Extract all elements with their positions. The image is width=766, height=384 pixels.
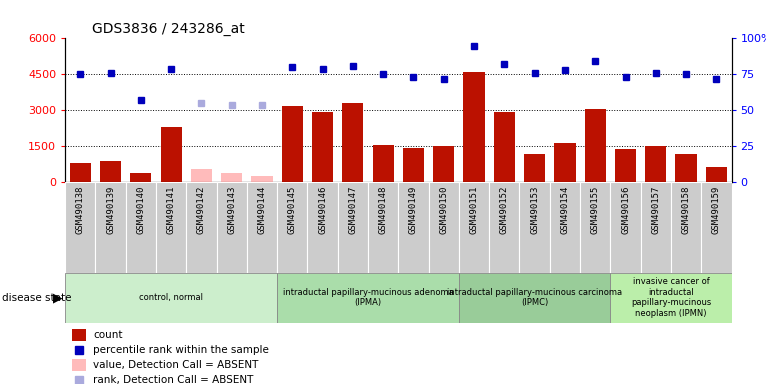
Bar	[126, 182, 156, 273]
Bar	[580, 182, 611, 273]
Text: count: count	[93, 330, 123, 340]
Text: rank, Detection Call = ABSENT: rank, Detection Call = ABSENT	[93, 375, 254, 384]
Bar	[429, 182, 459, 273]
Text: GSM490147: GSM490147	[349, 186, 358, 234]
Bar	[186, 182, 217, 273]
Bar	[463, 72, 485, 182]
Text: GSM490143: GSM490143	[228, 186, 236, 234]
Bar	[368, 182, 398, 273]
Text: intraductal papillary-mucinous carcinoma
(IPMC): intraductal papillary-mucinous carcinoma…	[447, 288, 622, 307]
Text: GSM490151: GSM490151	[470, 186, 479, 234]
Text: GSM490153: GSM490153	[530, 186, 539, 234]
Text: GSM490154: GSM490154	[561, 186, 569, 234]
Bar	[156, 182, 186, 273]
Bar	[65, 182, 96, 273]
Text: GSM490145: GSM490145	[288, 186, 296, 234]
Bar	[645, 146, 666, 182]
Text: GSM490144: GSM490144	[257, 186, 267, 234]
Bar	[72, 359, 87, 371]
Text: value, Detection Call = ABSENT: value, Detection Call = ABSENT	[93, 360, 258, 370]
Bar	[584, 109, 606, 182]
Text: GSM490142: GSM490142	[197, 186, 206, 234]
Bar	[65, 273, 277, 323]
Text: GSM490146: GSM490146	[318, 186, 327, 234]
Bar	[701, 182, 732, 273]
Bar	[459, 182, 489, 273]
Bar	[705, 167, 727, 182]
Bar	[403, 147, 424, 182]
Bar	[221, 173, 242, 182]
Bar	[96, 182, 126, 273]
Bar	[615, 149, 636, 182]
Text: GSM490150: GSM490150	[439, 186, 448, 234]
Bar	[100, 161, 121, 182]
Bar	[312, 112, 333, 182]
Text: GSM490155: GSM490155	[591, 186, 600, 234]
Bar	[611, 273, 732, 323]
Bar	[433, 146, 454, 182]
Text: ▶: ▶	[53, 291, 63, 304]
Bar	[519, 182, 550, 273]
Bar	[161, 127, 182, 182]
Bar	[191, 169, 212, 182]
Bar	[671, 182, 701, 273]
Bar	[524, 154, 545, 182]
Text: GSM490156: GSM490156	[621, 186, 630, 234]
Text: GSM490140: GSM490140	[136, 186, 146, 234]
Text: GDS3836 / 243286_at: GDS3836 / 243286_at	[92, 22, 244, 36]
Bar	[70, 163, 91, 182]
Text: GSM490141: GSM490141	[167, 186, 175, 234]
Bar	[372, 145, 394, 182]
Text: GSM490149: GSM490149	[409, 186, 418, 234]
Bar	[277, 273, 459, 323]
Bar	[676, 154, 697, 182]
Text: disease state: disease state	[2, 293, 71, 303]
Bar	[72, 329, 87, 341]
Bar	[489, 182, 519, 273]
Text: GSM490139: GSM490139	[106, 186, 115, 234]
Bar	[494, 112, 515, 182]
Bar	[640, 182, 671, 273]
Bar	[247, 182, 277, 273]
Text: GSM490159: GSM490159	[712, 186, 721, 234]
Bar	[217, 182, 247, 273]
Text: GSM490157: GSM490157	[651, 186, 660, 234]
Text: GSM490148: GSM490148	[378, 186, 388, 234]
Bar	[251, 176, 273, 182]
Text: GSM490138: GSM490138	[76, 186, 85, 234]
Bar	[277, 182, 307, 273]
Bar	[459, 273, 611, 323]
Text: GSM490152: GSM490152	[500, 186, 509, 234]
Bar	[342, 103, 364, 182]
Text: GSM490158: GSM490158	[682, 186, 691, 234]
Text: invasive cancer of
intraductal
papillary-mucinous
neoplasm (IPMN): invasive cancer of intraductal papillary…	[631, 278, 711, 318]
Bar	[611, 182, 640, 273]
Bar	[550, 182, 580, 273]
Text: intraductal papillary-mucinous adenoma
(IPMA): intraductal papillary-mucinous adenoma (…	[283, 288, 453, 307]
Bar	[555, 143, 575, 182]
Text: control, normal: control, normal	[139, 293, 203, 302]
Bar	[282, 106, 303, 182]
Text: percentile rank within the sample: percentile rank within the sample	[93, 345, 269, 355]
Bar	[398, 182, 429, 273]
Bar	[307, 182, 338, 273]
Bar	[130, 173, 152, 182]
Bar	[338, 182, 368, 273]
